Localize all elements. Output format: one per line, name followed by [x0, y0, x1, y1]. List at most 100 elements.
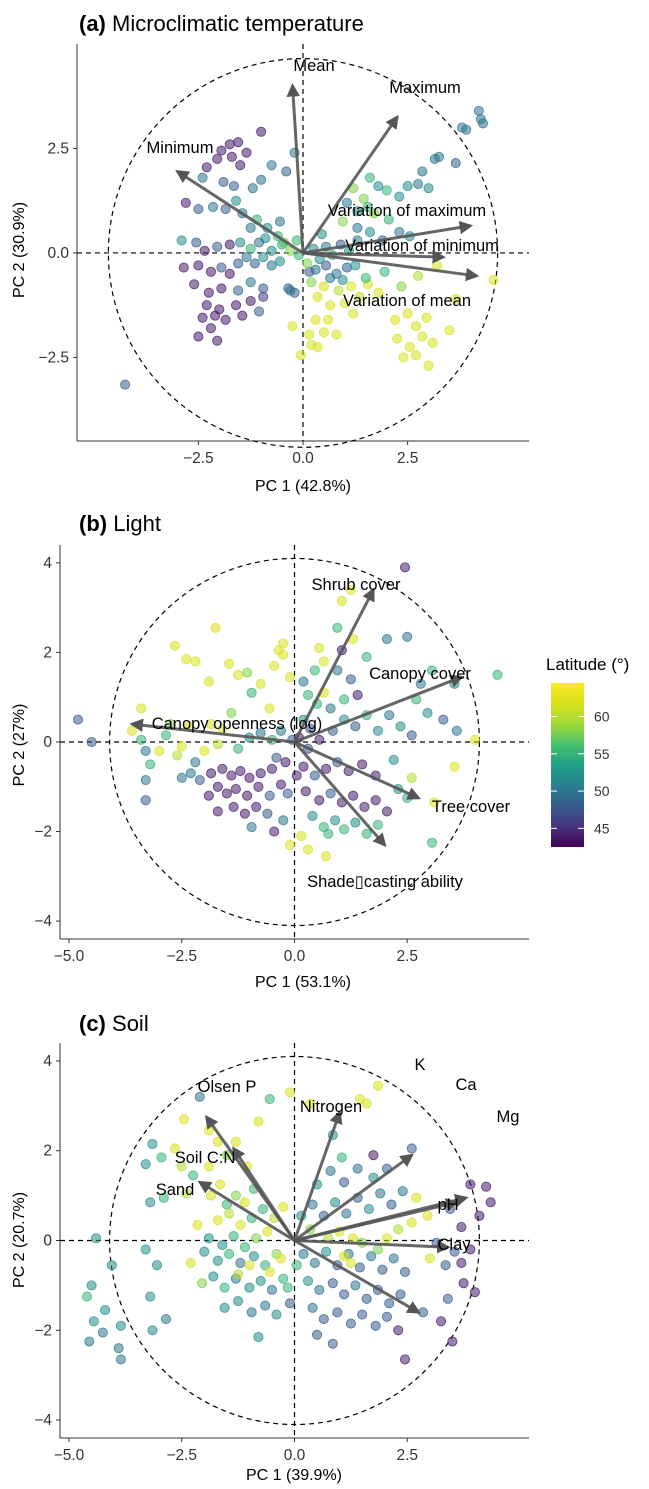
panel-c-data-point — [203, 1161, 214, 1172]
panel-b-data-point — [309, 665, 320, 676]
panel-b-data-point — [305, 723, 316, 734]
panel-b-data-point — [422, 707, 433, 718]
panel-c-data-point — [224, 1248, 235, 1260]
panel-c-data-point — [336, 1152, 347, 1163]
panel-c-data-point — [230, 1136, 241, 1147]
panel-a-data-point — [216, 283, 227, 294]
panel-c-data-point — [106, 1260, 117, 1271]
panel-a-loading-label: Minimum — [147, 139, 214, 157]
panel-a-data-point — [193, 331, 204, 342]
panel-b-data-point — [357, 759, 368, 770]
panel-c-data-point — [406, 1217, 417, 1228]
panel-a-data-point — [245, 243, 256, 254]
panel-c-data-point — [474, 1210, 485, 1221]
panel-a-data-point — [417, 331, 428, 342]
panel-a-data-point — [212, 335, 223, 346]
panel-a-data-point — [369, 208, 380, 219]
panel-c-data-point — [212, 1255, 223, 1266]
panel-b-data-point — [210, 622, 221, 633]
panel-b-data-point — [321, 763, 332, 774]
panel-a-data-point — [417, 166, 428, 177]
panel-c-data-point — [327, 1338, 338, 1349]
panel-c-data-point — [239, 1242, 250, 1253]
panel-b-data-point — [332, 622, 343, 633]
panel-a-data-point — [189, 279, 200, 290]
panel-a-data-point — [193, 260, 204, 271]
panel-b-data-point — [348, 790, 359, 801]
panel-c-data-point — [381, 1233, 392, 1244]
panel-a-data-point — [312, 291, 323, 302]
panel-b-data-point — [381, 806, 392, 817]
panel-c-data-point — [278, 1201, 289, 1212]
panel-b-data-point — [321, 851, 332, 862]
panel-b-data-point — [402, 631, 413, 642]
panel-a-data-point — [207, 201, 219, 213]
panel-a-data-point — [410, 321, 422, 332]
panel-a-y-axis-label: PC 2 (30.9%) — [11, 202, 28, 298]
panel-c-data-point — [424, 1253, 435, 1264]
panel-b-data-point — [230, 783, 241, 795]
panel-a-data-point — [488, 275, 499, 286]
panel-a-data-point — [197, 172, 208, 183]
panel-c-data-point — [330, 1197, 341, 1208]
panel-a-title: Microclimatic temperature — [112, 11, 364, 36]
panel-a-data-point — [245, 295, 256, 307]
panel-c-data-point — [233, 1296, 244, 1307]
panel-b-x-tick-label: −2.5 — [166, 948, 197, 965]
panel-c-loading-arrow — [293, 1239, 421, 1314]
panel-c-data-point — [307, 1302, 318, 1313]
panel-a-data-point — [337, 275, 348, 286]
panel-b-data-point — [140, 745, 151, 757]
panel-b-data-point — [406, 730, 417, 741]
panel-a-data-point — [245, 222, 256, 233]
panel-b-loading-label: Canopy cover — [369, 665, 471, 683]
panel-light: (b) Light −5.0 −2.5 0.0 2.5 −4 −2 0 2 4 Shrub cov… — [11, 511, 529, 991]
panel-b-data-point — [384, 710, 395, 721]
panel-a-data-point — [450, 293, 461, 304]
panel-b-label: (b) — [79, 511, 107, 536]
panel-a-data-point — [274, 256, 286, 267]
panel-b-data-point — [246, 822, 257, 833]
panel-c-y-tick-label: 0 — [43, 1233, 52, 1250]
panel-c-data-point — [339, 1289, 350, 1300]
panel-c-data-point — [456, 1257, 467, 1268]
panel-a-data-point — [212, 241, 223, 252]
panel-c-data-point — [282, 1282, 293, 1293]
panel-c-x-tick-label: −2.5 — [166, 1447, 197, 1464]
panel-a-data-point — [364, 172, 376, 183]
panel-a-data-point — [176, 235, 187, 246]
panel-b-data-point — [226, 770, 237, 781]
panel-c-data-point — [377, 1264, 388, 1275]
panel-a-data-point — [241, 147, 252, 158]
panel-a-data-point — [230, 195, 242, 206]
panel-a-data-point — [394, 191, 405, 202]
panel-c-plot-area: −5.0 −2.5 0.0 2.5 −4 −2 0 2 4 Olsen P Nitrogen K Ca M… — [34, 1043, 529, 1464]
panel-c-data-point — [203, 1233, 214, 1244]
panel-b-data-point — [239, 808, 250, 819]
panel-a-data-point — [120, 379, 131, 390]
panel-c-data-point — [397, 1186, 408, 1197]
panel-a-data-point — [266, 160, 277, 171]
panel-c-data-point — [264, 1266, 275, 1277]
panel-b-plot-area: −5.0 −2.5 0.0 2.5 −4 −2 0 2 4 Shrub cover Canopy c… — [34, 545, 529, 965]
panel-a-data-point — [287, 321, 298, 332]
panel-a-data-point — [473, 105, 484, 116]
panel-b-data-point — [352, 689, 363, 701]
panel-a-data-point — [396, 281, 407, 292]
panel-b-data-point — [314, 734, 325, 745]
panel-c-data-point — [372, 1080, 383, 1091]
panel-b-data-point — [190, 757, 201, 768]
panel-c-loading-label: Nitrogen — [300, 1098, 362, 1116]
panel-c-data-point — [194, 1091, 205, 1102]
panel-c-y-tick-label: 2 — [43, 1143, 52, 1160]
panel-c-data-point — [411, 1192, 422, 1203]
panel-a-data-point — [245, 277, 256, 288]
panel-b-data-point — [388, 754, 399, 765]
panel-c-data-point — [235, 1219, 246, 1230]
panel-a-data-point — [421, 312, 432, 323]
panel-b-y-tick-label: 2 — [43, 644, 52, 661]
panel-b-data-point — [145, 759, 156, 770]
panel-b-data-point — [361, 651, 372, 662]
panel-a-data-point — [320, 260, 332, 271]
panel-b-data-point — [300, 786, 311, 797]
